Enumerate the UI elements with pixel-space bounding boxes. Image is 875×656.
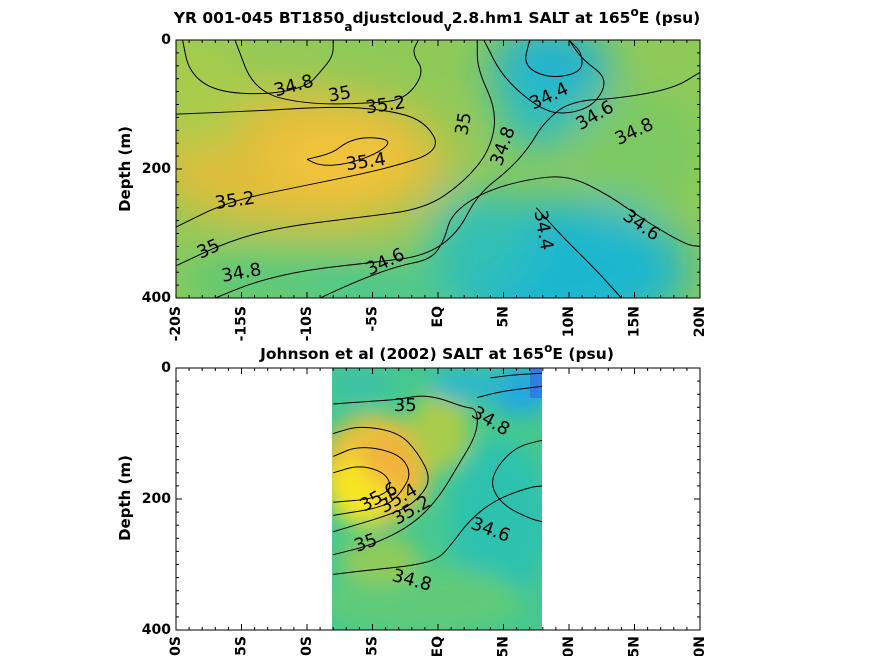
- bottom-chart-title: Johnson et al (2002) SALT at 165oE (psu): [259, 341, 614, 363]
- bottom-panel: Johnson et al (2002) SALT at 165oE (psu)…: [116, 341, 708, 656]
- top-x-tick-label: -5S: [365, 306, 381, 332]
- top-axes: -20S -15S -10S -5S EQ 5N 10N 15N 20N 0 200 400: [142, 32, 708, 341]
- bottom-contour-line: [490, 372, 542, 379]
- top-chart-title: YR 001-045 BT1850adjustcloudv2.8.hm1 SAL…: [173, 5, 700, 34]
- top-contour-label: 35: [327, 82, 353, 107]
- top-contour-line: [215, 71, 700, 298]
- bottom-y-tick-label: 0: [161, 360, 171, 376]
- bottom-y-tick-label: 400: [142, 622, 171, 638]
- top-contour-line: [535, 207, 622, 298]
- bottom-x-tick-label: -15S: [234, 636, 250, 656]
- top-y-tick-label: 200: [142, 161, 171, 177]
- top-y-tick-label: 0: [161, 32, 171, 48]
- top-x-tick-label: -15S: [234, 306, 250, 341]
- top-contour-line: [176, 106, 436, 228]
- top-y-tick-label: 400: [142, 290, 171, 306]
- top-x-tick-label: 15N: [627, 306, 643, 337]
- top-contour-line: [525, 40, 583, 78]
- top-x-tick-label: EQ: [430, 306, 446, 328]
- top-x-tick-label: -10S: [299, 306, 315, 341]
- bottom-x-tick-label: -20S: [168, 636, 184, 656]
- bottom-x-tick-label: 20N: [692, 636, 708, 656]
- top-contour-line: [176, 40, 495, 267]
- bottom-contour-line: [333, 395, 478, 556]
- top-x-tick-label: 5N: [496, 306, 512, 327]
- top-contour-line: [306, 137, 389, 166]
- bottom-x-tick-label: 5N: [496, 636, 512, 656]
- top-contour-label: 35: [451, 111, 476, 137]
- top-x-tick-label: 20N: [692, 306, 708, 337]
- bottom-x-tick-label: 15N: [627, 636, 643, 656]
- bottom-contour-line: [333, 426, 429, 533]
- bottom-y-axis-label: Depth (m): [116, 455, 134, 541]
- top-x-tick-label: -20S: [168, 306, 184, 341]
- bottom-y-tick-label: 200: [142, 491, 171, 507]
- top-panel: YR 001-045 BT1850adjustcloudv2.8.hm1 SAL…: [116, 5, 708, 341]
- top-x-tick-label: 10N: [561, 306, 577, 337]
- bottom-axes: -20S -15S -10S -5S EQ 5N 10N 15N 20N 0 200 400: [142, 360, 708, 656]
- bottom-contour-label: 35: [394, 395, 417, 416]
- bottom-contour-line: [333, 447, 410, 516]
- bottom-heatmap: 35 34.835.635.435.235 34.634.8: [332, 368, 542, 630]
- top-y-axis-label: Depth (m): [116, 126, 134, 212]
- top-contour-line: [319, 176, 700, 298]
- bottom-contour-line: [492, 439, 542, 523]
- bottom-contour-line: [333, 485, 542, 575]
- bottom-x-tick-label: -5S: [365, 636, 381, 656]
- top-contour-line: [483, 40, 605, 114]
- top-contour-line: [182, 40, 334, 95]
- bottom-x-tick-label: 10N: [561, 636, 577, 656]
- top-contour-line: [234, 40, 422, 105]
- bottom-x-tick-label: EQ: [430, 636, 446, 656]
- bottom-contour-line: [333, 466, 391, 503]
- bottom-contour-line: [477, 385, 542, 398]
- bottom-x-tick-label: -10S: [299, 636, 315, 656]
